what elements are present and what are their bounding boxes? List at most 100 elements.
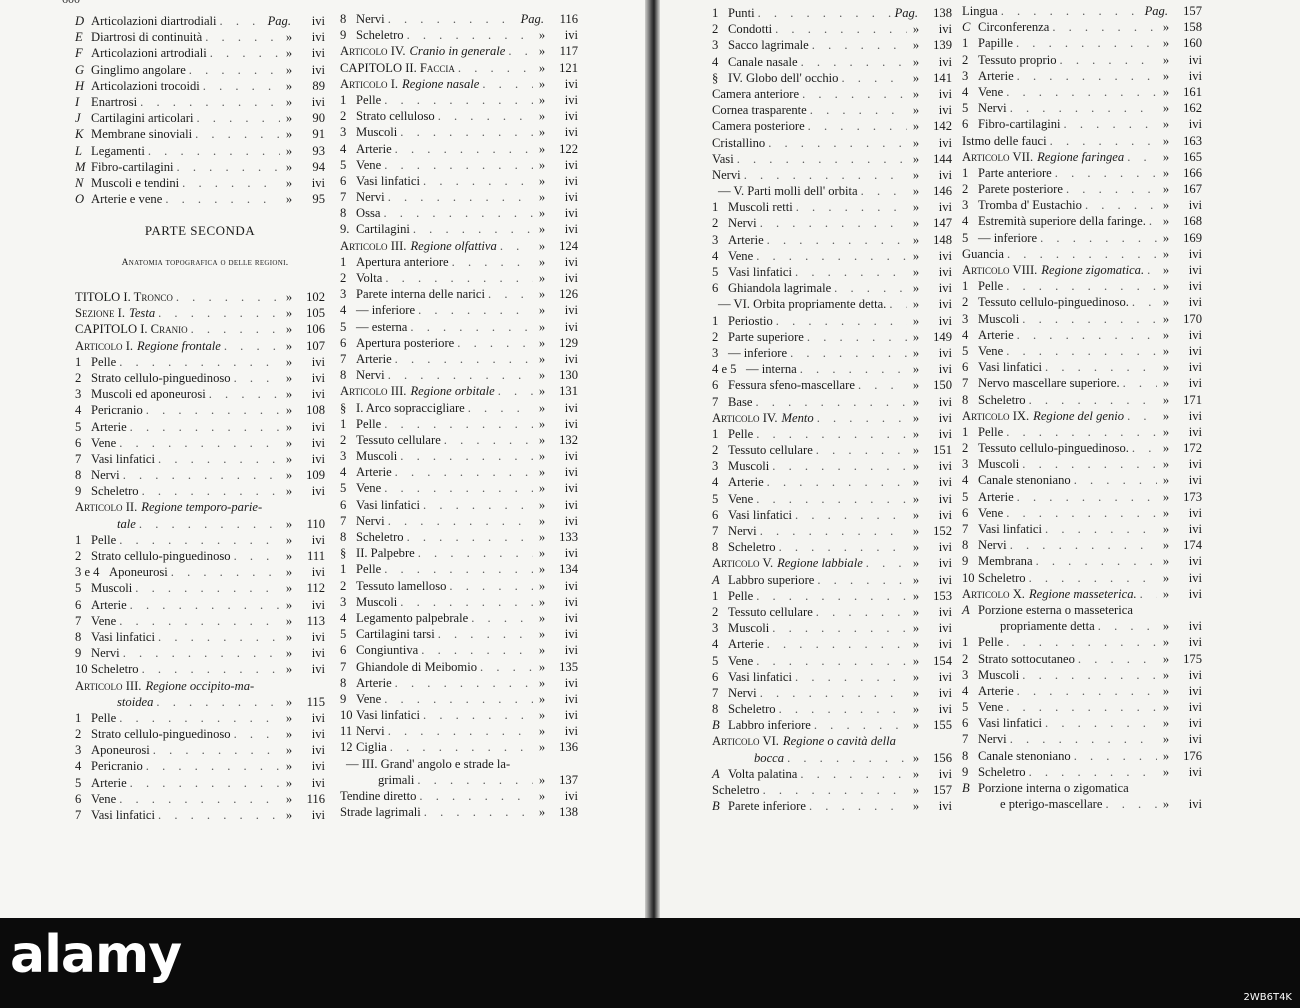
page-number: ivi	[564, 594, 578, 609]
index-entry: 1 Pelle » ivi	[340, 416, 578, 432]
index-entry: 3 Muscoli » ivi	[962, 456, 1202, 472]
ditto-mark: »	[1162, 295, 1170, 310]
ditto-mark: »	[1162, 101, 1170, 116]
index-entry: 2 Parete posteriore » 167	[962, 181, 1202, 197]
ditto-mark: »	[538, 157, 546, 172]
page-number: 167	[1183, 182, 1202, 197]
entry-number: K	[75, 127, 84, 142]
ditto-mark: »	[285, 192, 293, 207]
leader-dots	[410, 319, 533, 335]
page-number: ivi	[564, 675, 578, 690]
index-entry: J Cartilagini articolari » 90	[75, 110, 325, 126]
entry-number: 2	[962, 182, 969, 197]
index-entry: 1 Pelle » 134	[340, 561, 578, 577]
leader-dots	[123, 467, 280, 483]
index-entry: 2 Strato sottocutaneo » 175	[962, 651, 1202, 667]
page-number: ivi	[1188, 52, 1202, 67]
page-number: ivi	[938, 86, 952, 101]
entry-title: Pelle	[356, 416, 382, 431]
page-number: ivi	[938, 265, 952, 279]
entry-number: 4	[75, 403, 82, 418]
index-entry: 4 Arterie » ivi	[962, 683, 1202, 699]
page-number: 174	[1183, 538, 1202, 553]
index-entry: 3 Arterie » ivi	[962, 68, 1202, 84]
page-number: ivi	[1188, 505, 1202, 520]
page-number: ivi	[1188, 554, 1202, 569]
leader-dots	[119, 435, 280, 451]
leader-dots	[438, 626, 533, 642]
entry-number: 6	[340, 643, 347, 658]
ditto-mark: »	[1162, 748, 1170, 763]
entry-title: Pelle	[91, 710, 117, 725]
leader-dots	[508, 43, 533, 59]
index-entry: 2 Nervi » 147	[712, 215, 952, 231]
index-entry: e pterigo-mascellare » ivi	[962, 796, 1202, 812]
entry-number: 1	[75, 532, 82, 547]
page-number: 169	[1183, 230, 1202, 245]
ditto-mark: »	[285, 30, 293, 45]
entry-number: 4	[962, 473, 969, 488]
leader-dots	[816, 442, 907, 458]
leader-dots	[203, 78, 280, 94]
leader-dots	[800, 361, 907, 377]
index-entry: 3 Parete interna delle narici » 126	[340, 286, 578, 302]
ditto-mark: »	[285, 338, 293, 353]
page-number: ivi	[938, 604, 952, 619]
leader-dots	[810, 102, 907, 118]
page-number: 121	[559, 60, 578, 75]
leader-dots	[760, 523, 907, 539]
ditto-mark: »	[912, 556, 920, 571]
leader-dots	[480, 659, 533, 675]
ditto-mark: »	[1162, 489, 1170, 504]
index-entry: 4 Vene » ivi	[712, 248, 952, 264]
index-entry: 6 Congiuntiva » ivi	[340, 642, 578, 658]
leader-dots	[756, 653, 907, 669]
ditto-mark: »	[538, 724, 546, 739]
leader-dots	[417, 772, 533, 788]
page-number: ivi	[938, 394, 952, 409]
ditto-mark: »	[538, 238, 546, 253]
entry-title: — V. Parti molli dell' orbita	[718, 184, 858, 199]
entry-number: 5	[75, 581, 82, 596]
page-number: 176	[1183, 748, 1202, 763]
leader-dots	[1006, 424, 1157, 440]
leader-dots	[1050, 133, 1157, 149]
entry-title: Scheletro	[356, 28, 404, 43]
ditto-mark: »	[285, 419, 293, 434]
leader-dots	[488, 286, 533, 302]
entry-title: Arterie	[91, 775, 127, 790]
entry-number: 8	[712, 540, 719, 555]
entry-title: Arterie	[356, 465, 392, 480]
index-entry: 2 Tessuto cellulare » ivi	[712, 604, 952, 620]
ditto-mark: »	[538, 449, 546, 464]
page-number: ivi	[1188, 457, 1202, 472]
page-number: ivi	[564, 610, 578, 625]
page-number: ivi	[564, 789, 578, 803]
entry-number: 5	[340, 627, 347, 642]
leader-dots	[1074, 748, 1157, 764]
index-entry: Cornea trasparente » ivi	[712, 102, 952, 118]
page-number: ivi	[564, 627, 578, 642]
entry-title: Sacco lagrimale	[728, 38, 809, 53]
entry-title: Articolazioni diartrodiali	[91, 14, 217, 28]
leader-dots	[767, 232, 907, 248]
entry-number: 8	[340, 12, 347, 26]
entry-title: Diartrosi di continuità	[91, 30, 203, 45]
entry-title: Vene	[356, 481, 382, 496]
page-abbrev: Pag.	[267, 14, 291, 28]
page-number: ivi	[564, 173, 578, 188]
leader-dots	[772, 458, 907, 474]
entry-title: Vene	[978, 505, 1004, 520]
entry-number: 3	[340, 449, 347, 464]
entry-title: Punti	[728, 6, 755, 20]
leader-dots	[1052, 19, 1157, 35]
entry-title: Pelle	[978, 424, 1004, 439]
leader-dots	[1010, 100, 1157, 116]
entry-title: Vasi linfatici	[356, 497, 421, 512]
entry-italic-title: Regione nasale	[402, 76, 480, 91]
leader-dots	[498, 383, 533, 399]
leader-dots	[189, 62, 280, 78]
leader-dots	[858, 377, 907, 393]
leader-dots	[790, 345, 907, 361]
